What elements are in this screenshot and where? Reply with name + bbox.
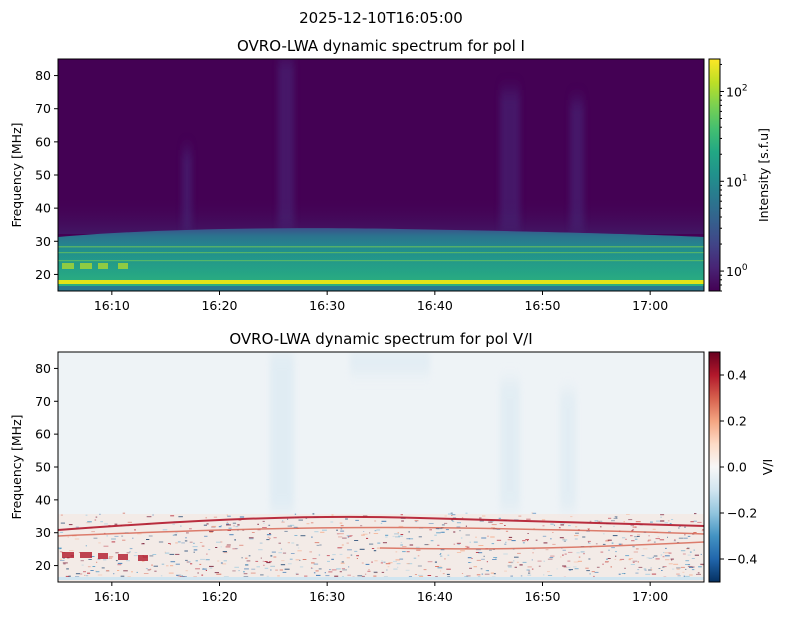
panel1-heatmap xyxy=(58,59,704,291)
x-tick-label: 16:30 xyxy=(309,298,345,313)
panel2-ylabel: Frequency [MHz] xyxy=(9,414,24,519)
x-tick-label: 17:00 xyxy=(632,298,668,313)
colorbar-intensity-gradient xyxy=(709,59,720,291)
x-tick-label: 16:10 xyxy=(94,298,130,313)
x-tick-label: 16:50 xyxy=(524,589,560,604)
y-tick-label: 40 xyxy=(35,201,51,216)
panel-stokes-v-over-i: OVRO-LWA dynamic spectrum for pol V/I xyxy=(9,330,775,604)
y-tick-label: 60 xyxy=(35,134,51,149)
x-tick-label: 16:40 xyxy=(417,589,453,604)
panel-stokes-i: OVRO-LWA dynamic spectrum for pol I xyxy=(9,37,771,313)
colorbar-tick-label: 0.0 xyxy=(727,460,747,475)
y-tick-label: 30 xyxy=(35,234,51,249)
colorbar-tick-label: 102 xyxy=(726,83,748,99)
x-tick-label: 16:10 xyxy=(94,589,130,604)
colorbar-tick-label: 0.2 xyxy=(727,414,747,429)
y-tick-label: 20 xyxy=(35,267,51,282)
y-tick-label: 60 xyxy=(35,427,51,442)
colorbar-tick-label: 100 xyxy=(726,263,748,279)
panel2-y-axis: 20 30 40 50 60 70 80 xyxy=(35,361,58,573)
x-tick-label: 16:20 xyxy=(201,589,237,604)
panel1-x-axis: 16:10 16:20 16:30 16:40 16:50 17:00 xyxy=(94,291,668,313)
colorbar-v-over-i: 0.4 0.2 0.0 −0.2 −0.4 V/I xyxy=(708,351,775,583)
y-tick-label: 30 xyxy=(35,525,51,540)
y-tick-label: 70 xyxy=(35,101,51,116)
y-tick-label: 40 xyxy=(35,492,51,507)
colorbar-intensity: 100 101 102 Intensity [s.f.u] xyxy=(708,58,771,292)
panel1-ylabel: Frequency [MHz] xyxy=(9,122,24,227)
colorbar-v-over-i-gradient xyxy=(709,352,720,582)
colorbar-tick-label: 0.4 xyxy=(727,368,747,383)
colorbar-intensity-label: Intensity [s.f.u] xyxy=(756,128,771,222)
panel2-title: OVRO-LWA dynamic spectrum for pol V/I xyxy=(229,330,532,348)
y-tick-label: 70 xyxy=(35,394,51,409)
panel2-heatmap xyxy=(58,352,704,582)
y-tick-label: 80 xyxy=(35,68,51,83)
y-tick-label: 50 xyxy=(35,168,51,183)
colorbar-v-over-i-ticks: 0.4 0.2 0.0 −0.2 −0.4 xyxy=(720,368,757,567)
x-tick-label: 16:50 xyxy=(524,298,560,313)
colorbar-tick-label: −0.2 xyxy=(727,506,757,521)
figure-suptitle: 2025-12-10T16:05:00 xyxy=(299,9,463,27)
panel1-y-axis: 20 30 40 50 60 70 80 xyxy=(35,68,58,282)
y-tick-label: 20 xyxy=(35,558,51,573)
colorbar-tick-label: −0.4 xyxy=(727,552,757,567)
panel2-x-axis: 16:10 16:20 16:30 16:40 16:50 17:00 xyxy=(94,582,668,604)
colorbar-intensity-ticks: 100 101 102 xyxy=(720,63,748,292)
x-tick-label: 17:00 xyxy=(632,589,668,604)
y-tick-label: 80 xyxy=(35,361,51,376)
x-tick-label: 16:20 xyxy=(201,298,237,313)
panel2-noise xyxy=(58,512,704,579)
panel1-title: OVRO-LWA dynamic spectrum for pol I xyxy=(237,37,525,55)
colorbar-tick-label: 101 xyxy=(726,173,748,189)
y-tick-label: 50 xyxy=(35,460,51,475)
colorbar-v-over-i-label: V/I xyxy=(760,459,775,475)
x-tick-label: 16:30 xyxy=(309,589,345,604)
x-tick-label: 16:40 xyxy=(417,298,453,313)
